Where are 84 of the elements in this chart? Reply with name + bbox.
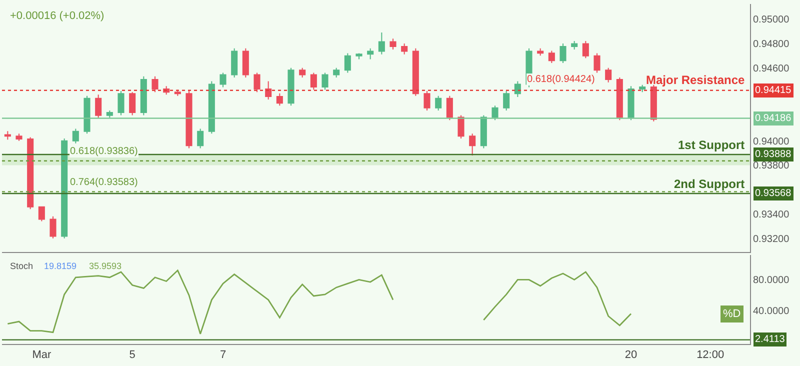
candlestick bbox=[503, 90, 510, 111]
candlestick bbox=[299, 67, 306, 78]
ref-line-label: 1st Support bbox=[678, 138, 745, 152]
ref-line-label: Major Resistance bbox=[646, 73, 746, 87]
candlestick bbox=[276, 92, 283, 106]
y-tick-label: 0.93568 bbox=[755, 188, 792, 199]
candlestick bbox=[16, 133, 22, 142]
candlestick bbox=[571, 40, 578, 50]
candlestick bbox=[435, 95, 442, 111]
candlestick bbox=[72, 128, 79, 144]
candlestick bbox=[344, 52, 351, 74]
text: +0.00016 (+0.02%) bbox=[10, 10, 104, 22]
candlestick bbox=[208, 80, 215, 134]
y-tick-label: 0.94600 bbox=[753, 63, 790, 74]
candlestick bbox=[582, 40, 589, 59]
candlestick bbox=[333, 67, 340, 78]
candlestick bbox=[265, 80, 272, 100]
y-tick-label: 80.0000 bbox=[753, 275, 790, 286]
annotation: 0.764(0.93583) bbox=[70, 177, 138, 188]
candlestick bbox=[390, 38, 396, 50]
y-tick-label: 0.94800 bbox=[753, 38, 790, 50]
x-tick-label: 7 bbox=[220, 349, 226, 362]
candlestick bbox=[4, 130, 11, 140]
candlestick bbox=[480, 114, 487, 149]
candlestick bbox=[548, 50, 555, 64]
candlestick bbox=[616, 77, 623, 121]
y-tick-label: 40.0000 bbox=[753, 306, 790, 318]
x-tick-label: 5 bbox=[129, 349, 136, 362]
annotation: 0.618(0.93836) bbox=[70, 146, 138, 157]
y-tick-label: 0.93888 bbox=[755, 149, 792, 160]
candlestick bbox=[310, 72, 317, 90]
y-tick-label: 0.93400 bbox=[753, 209, 790, 220]
annotation: 0.618(0.94424) bbox=[527, 74, 595, 85]
candlestick bbox=[50, 216, 56, 239]
candlestick bbox=[118, 90, 124, 116]
ref-line-label: 2nd Support bbox=[674, 177, 745, 191]
x-tick-label: 20 bbox=[624, 349, 638, 362]
candlestick bbox=[412, 48, 419, 96]
annotation: 19.8159 bbox=[44, 261, 77, 271]
candlestick bbox=[594, 52, 600, 74]
x-tick-label: Mar bbox=[32, 349, 52, 362]
candlestick bbox=[537, 48, 544, 56]
candlestick bbox=[186, 90, 192, 149]
y-tick-label: 0.93200 bbox=[753, 234, 790, 245]
candlestick bbox=[288, 67, 294, 106]
candlestick bbox=[469, 133, 476, 156]
candlestick bbox=[356, 52, 362, 60]
candlestick bbox=[492, 105, 498, 121]
candlestick bbox=[254, 72, 260, 93]
candlestick bbox=[231, 48, 238, 78]
candlestick bbox=[95, 94, 102, 118]
candlestick bbox=[605, 67, 612, 83]
candlestick bbox=[401, 42, 408, 55]
candlestick bbox=[446, 95, 453, 121]
candlestick bbox=[367, 48, 374, 60]
text: Stoch bbox=[10, 261, 34, 271]
candlestick bbox=[27, 136, 34, 210]
candlestick bbox=[197, 128, 204, 149]
annotation: 35.9593 bbox=[89, 261, 122, 271]
candlestick bbox=[628, 86, 634, 121]
candlestick bbox=[639, 84, 646, 93]
candlestick bbox=[322, 72, 328, 90]
candlestick bbox=[152, 76, 158, 93]
candlestick bbox=[560, 42, 566, 64]
y-tick-label: 0.94000 bbox=[753, 136, 790, 148]
candlestick bbox=[424, 90, 430, 111]
candlestick bbox=[378, 32, 385, 55]
y-tick-label: 0.94415 bbox=[755, 85, 792, 96]
candlestick bbox=[38, 206, 45, 222]
y-tick-label: 0.93800 bbox=[753, 160, 790, 172]
candlestick bbox=[514, 80, 521, 98]
y-tick-label: 0.94186 bbox=[755, 113, 792, 124]
x-tick-label: 12:00 bbox=[696, 349, 724, 362]
candlestick bbox=[106, 110, 113, 118]
y-tick-label: 2.4113 bbox=[755, 334, 786, 345]
candlestick bbox=[61, 138, 68, 239]
candlestick bbox=[129, 92, 136, 116]
candlestick bbox=[140, 76, 147, 116]
candlestick bbox=[220, 72, 226, 88]
y-tick-label: 0.95000 bbox=[753, 14, 790, 26]
text: %D bbox=[723, 308, 741, 320]
candlestick bbox=[84, 95, 90, 134]
candlestick bbox=[458, 114, 464, 139]
candlestick bbox=[242, 48, 249, 78]
